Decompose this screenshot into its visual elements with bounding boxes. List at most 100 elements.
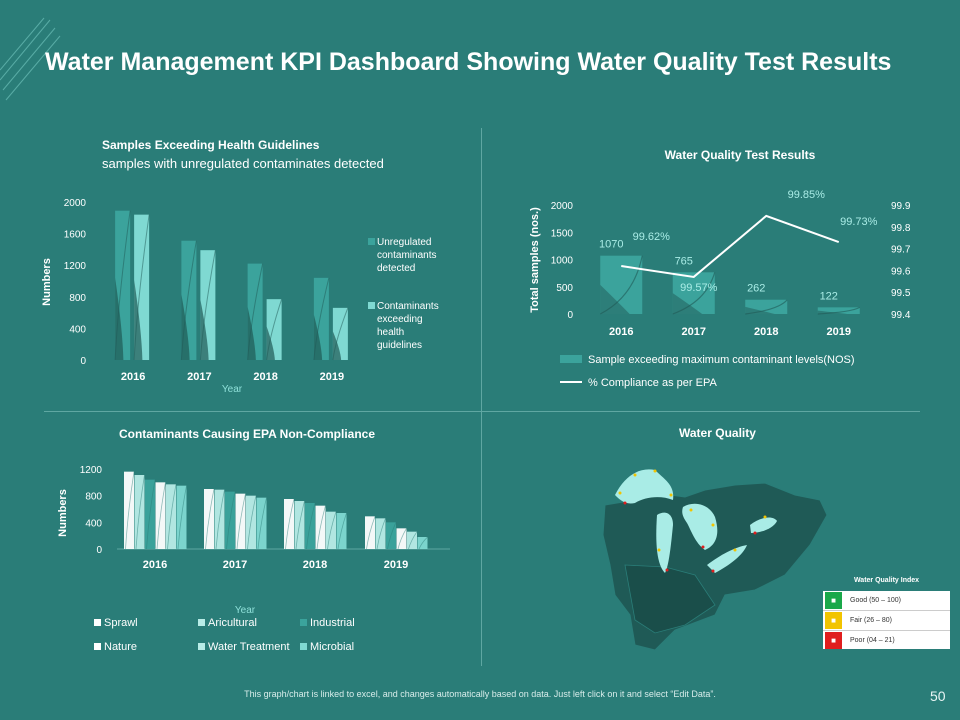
chart1-bar-shadow (134, 280, 143, 360)
chart2-line (621, 214, 840, 278)
chart1-bar-shadow (332, 331, 342, 360)
chart3-bar-shade (135, 474, 145, 550)
chart2-y2tick: 99.7 (891, 245, 911, 256)
chart2-xtick: 2017 (682, 326, 706, 338)
chart1-ytick: 400 (69, 324, 86, 335)
chart3-bar-shade (226, 491, 236, 550)
chart2-bar (817, 307, 860, 314)
chart3-legend-text: Industrial (310, 617, 355, 629)
legend-good-label: Good (50 – 100) (850, 597, 901, 604)
legend-fair-swatch: ■ (825, 612, 842, 629)
chart3-xtick: 2017 (223, 559, 247, 571)
legend-fair: ■ Fair (26 – 80) (823, 611, 950, 631)
chart3-bar-shade (376, 518, 386, 550)
chart2-y2tick: 99.5 (891, 288, 911, 299)
chart3-title: Contaminants Causing EPA Non-Compliance (119, 427, 375, 441)
water-quality-test-chart[interactable]: Water Quality Test Results 0 500 1000 1500 20… (500, 130, 940, 400)
chart3-bar-shade (146, 479, 156, 550)
chart2-ytick: 2000 (551, 201, 574, 212)
chart2-y2tick: 99.4 (891, 310, 911, 321)
map-title: Water Quality (679, 426, 756, 440)
chart3-bar-shade (125, 471, 135, 550)
map-region-land-2 (624, 564, 716, 634)
chart2-line-label: 99.73% (840, 216, 878, 228)
chart1-legend-text: health (377, 327, 404, 338)
chart3-bar-shade (306, 502, 316, 550)
chart3-legend-text: Aricultural (208, 617, 257, 629)
chart3-ytick: 1200 (80, 465, 103, 476)
chart3-legend-swatch (94, 619, 101, 626)
chart3-ytick: 800 (85, 492, 102, 503)
chart1-xtick: 2017 (187, 371, 211, 383)
chart3-xtick: 2019 (384, 559, 408, 571)
chart3-ytick: 0 (96, 545, 102, 556)
page-title: Water Management KPI Dashboard Showing W… (45, 48, 892, 76)
chart3-bar-shade (366, 516, 376, 550)
chart3-legend-text: Water Treatment (208, 641, 290, 653)
chart3-bar-shade (327, 511, 337, 550)
chart2-bar-shadow (600, 284, 630, 314)
chart2-title: Water Quality Test Results (665, 148, 816, 162)
chart3-bar-shade (247, 495, 257, 550)
chart3-legend-swatch (300, 619, 307, 626)
chart3-legend-text: Sprawl (104, 617, 138, 629)
chart1-xlabel: Year (222, 384, 243, 395)
chart3-legend-text: Nature (104, 641, 137, 653)
chart2-ytick: 500 (556, 283, 573, 294)
lake-superior (615, 469, 674, 504)
chart3-bar-shade (337, 512, 347, 550)
chart1-legend-text: Contaminants (377, 301, 439, 312)
chart2-bar-label: 122 (820, 290, 838, 302)
chart3-bar-shade (215, 489, 225, 550)
footer-note: This graph/chart is linked to excel, and… (244, 689, 716, 699)
lake-huron (682, 503, 718, 550)
chart1-ytick: 1600 (64, 230, 87, 241)
map-legend-title: Water Quality Index (853, 577, 920, 584)
chart3-legend-swatch (198, 643, 205, 650)
chart2-xtick: 2019 (827, 326, 851, 338)
chart3-bar-shade (167, 484, 177, 550)
chart3-bar-shade (156, 482, 166, 550)
chart2-bar-label: 262 (747, 283, 765, 295)
chart1-subtitle: samples with unregulated contaminates de… (102, 156, 384, 171)
chart1-ytick: 0 (80, 356, 86, 367)
chart3-bar-shade (205, 488, 215, 550)
chart1-bar-shadow (181, 294, 190, 360)
chart1-ylabel: Numbers (41, 258, 53, 306)
lake-ontario (750, 517, 777, 533)
epa-non-compliance-chart[interactable]: Contaminants Causing EPA Non-Compliance 0… (30, 418, 470, 663)
lake-michigan (656, 512, 673, 573)
chart3-legend-swatch (198, 619, 205, 626)
decorative-stripes (0, 17, 61, 101)
chart2-xtick: 2018 (754, 326, 778, 338)
chart1-xtick: 2018 (253, 371, 277, 383)
chart2-xtick: 2016 (609, 326, 633, 338)
chart1-bar-shadow (266, 326, 275, 360)
page-number: 50 (930, 688, 946, 704)
chart2-bar-shadow (745, 306, 775, 314)
chart1-bar-shadow (313, 314, 323, 360)
chart3-bar-shade (408, 531, 418, 550)
legend-poor-label: Poor (04 – 21) (850, 637, 895, 644)
chart2-bar-shadow (672, 293, 703, 314)
legend-poor: ■ Poor (04 – 21) (823, 631, 950, 650)
samples-exceeding-chart[interactable]: Samples Exceeding Health Guidelines sampl… (30, 130, 470, 400)
lake-erie (707, 545, 747, 573)
chart2-ytick: 0 (567, 310, 573, 321)
chart1-legend-text: guidelines (377, 340, 422, 351)
chart1-ytick: 2000 (64, 198, 87, 209)
chart2-bar-shadow (817, 310, 848, 314)
chart3-bar-shade (295, 500, 305, 550)
chart1-xtick: 2016 (121, 371, 145, 383)
chart2-line-label: 99.85% (788, 189, 826, 201)
chart1-legend-text: exceeding (377, 314, 423, 325)
chart1-ytick: 800 (69, 293, 86, 304)
chart1-legend-text: Unregulated (377, 237, 431, 248)
legend-fair-label: Fair (26 – 80) (850, 617, 893, 624)
chart1-legend-text: detected (377, 263, 415, 274)
chart1-legend-swatch-2 (368, 302, 375, 309)
chart1-bar-shadow (115, 277, 124, 360)
chart3-bar-shade (418, 536, 428, 550)
great-lakes-map[interactable] (595, 455, 830, 655)
chart3-xtick: 2016 (143, 559, 167, 571)
